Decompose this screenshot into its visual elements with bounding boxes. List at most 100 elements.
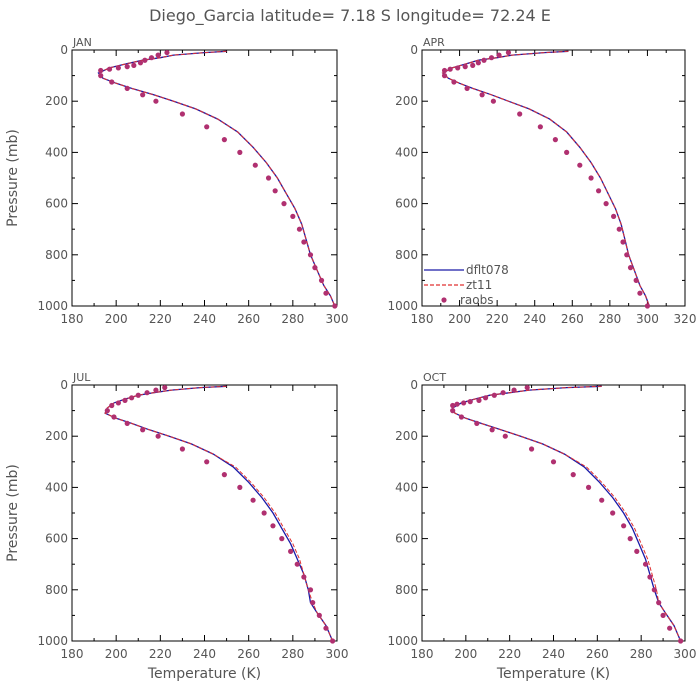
x-tick-label: 280 [281,647,304,661]
y-tick-label: 1000 [387,299,418,313]
raobs-point [450,402,456,409]
raobs-point [528,446,535,452]
legend-label-raobs: raobs [460,293,494,307]
y-tick-label: 200 [395,94,418,108]
raobs-point [500,390,506,396]
raobs-point [204,459,210,465]
raobs-point [131,62,137,68]
y-tick-label: 200 [395,429,418,443]
raobs-point [464,85,470,91]
raobs-point [537,124,543,130]
x-tick-label: 300 [636,312,659,326]
raobs-point [279,536,285,542]
raobs-point [115,400,121,406]
x-tick-label: 260 [586,647,609,661]
raobs-point [316,612,322,619]
x-tick-label: 200 [448,312,471,326]
y-tick-label: 1000 [37,299,68,313]
plot-frame [71,49,338,307]
raobs-point [577,162,583,168]
panel-apr: 180 200 220 240 260 280 300 320 0 200 400 600 800 100… [387,36,696,326]
raobs-point [124,420,130,426]
raobs-point [660,612,666,619]
raobs-point [603,201,609,207]
raobs-point [488,55,495,61]
raobs-point [98,73,104,79]
dflt078-line [104,385,334,642]
raobs-point [647,574,653,580]
raobs-point [221,137,227,143]
y-tick-label: 0 [410,43,418,57]
raobs-point [109,402,115,409]
raobs-point [624,252,630,258]
raobs-point [475,60,481,66]
raobs-point [307,587,314,593]
plot-frame [421,49,686,307]
raobs-point [474,420,480,426]
raobs-point [252,162,258,168]
raobs-point [476,397,482,403]
raobs-point [142,57,148,63]
raobs-point [332,303,338,309]
raobs-point [281,201,287,207]
chart-title: Diego_Garcia latitude= 7.18 S longitude=… [149,6,551,26]
raobs-point [588,175,594,181]
raobs-point [318,277,325,283]
x-tick-label: 220 [498,647,521,661]
raobs-point [482,395,489,401]
y-tick-label: 800 [45,583,68,597]
raobs-point [637,290,643,296]
raobs-point [104,408,110,414]
raobs-point [106,66,113,72]
raobs-point [109,79,115,85]
raobs-point [610,510,616,516]
y-tick-label: 400 [45,480,68,494]
x-axis-title: Temperature (K) [496,666,610,682]
y-tick-label: 600 [395,197,418,211]
raobs-point [491,392,497,398]
raobs-point [310,600,316,606]
raobs-point [294,561,300,567]
x-tick-label: 280 [598,312,621,326]
x-tick-label: 320 [674,312,697,326]
zt11-line [452,385,682,642]
y-tick-label: 800 [45,248,68,262]
raobs-point [135,392,141,398]
raobs-point [642,561,649,567]
raobs-point [511,387,517,393]
x-tick-label: 280 [630,647,653,661]
plot-frame [421,384,686,642]
raobs-point [479,92,485,98]
raobs-point [616,226,622,232]
raobs-point [585,484,592,490]
raobs-point [467,399,473,405]
raobs-point [290,213,296,219]
raobs-point [155,52,161,58]
raobs-point [564,149,570,155]
y-tick-label: 600 [395,532,418,546]
raobs-point [599,497,605,503]
raobs-point [307,252,314,258]
raobs-point [153,98,159,104]
raobs-point [137,60,144,66]
x-tick-label: 260 [561,312,584,326]
raobs-point [115,65,121,71]
zt11-line [441,50,650,307]
raobs-point [155,433,161,439]
y-tick-label: 0 [410,378,418,392]
raobs-point [140,427,146,433]
raobs-point [454,401,460,407]
x-tick-label: 200 [105,312,128,326]
raobs-point [312,265,318,271]
raobs-point [144,390,150,396]
x-tick-label: 260 [237,647,260,661]
raobs-point [489,427,495,433]
raobs-point [517,111,523,117]
raobs-point [124,64,130,70]
raobs-point [124,85,130,91]
x-tick-label: 180 [61,647,84,661]
x-tick-label: 300 [326,312,349,326]
x-tick-label: 180 [411,312,434,326]
